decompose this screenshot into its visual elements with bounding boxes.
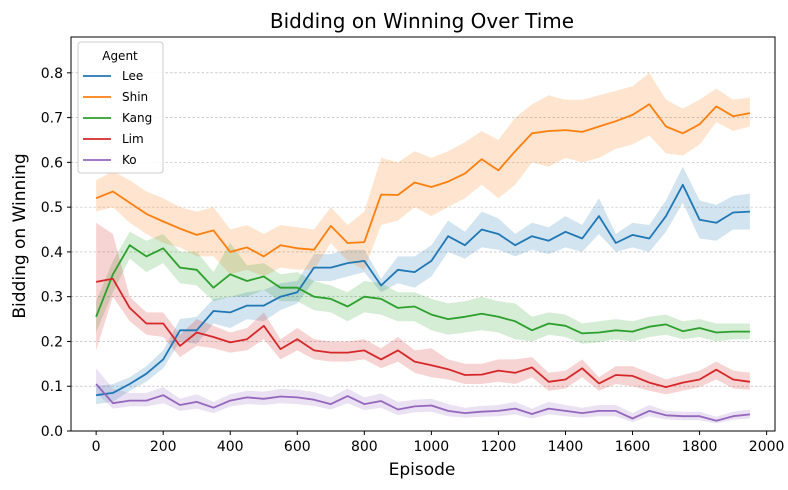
line-lim [95,277,751,389]
y-tick-label: 0.0 [41,424,63,440]
grid [71,72,775,387]
y-tick-label: 0.1 [41,379,63,395]
legend-label-lee: Lee [122,69,143,83]
x-tick-label: 400 [217,439,244,455]
legend-title: Agent [102,49,138,63]
series-lines [95,103,751,422]
y-tick-label: 0.7 [41,111,63,127]
line-lee [95,183,750,397]
confidence-bands [96,72,750,424]
line-kang [95,244,750,335]
legend-label-kang: Kang [122,111,152,125]
plot-frame [70,36,776,432]
x-tick-label: 1000 [414,439,450,455]
x-tick-label: 0 [92,439,101,455]
x-tick-label: 1400 [548,439,584,455]
x-tick-label: 1800 [682,439,718,455]
band-kang [96,231,750,344]
band-lim [96,222,750,395]
y-tick-label: 0.4 [41,245,63,261]
x-tick-label: 200 [150,439,177,455]
legend-items: Lee Shin Kang Lim Ko [83,69,152,167]
legend-label-lim: Lim [122,132,144,146]
y-tick-label: 0.2 [41,334,63,350]
x-tick-label: 1200 [481,439,517,455]
y-tick-label: 0.3 [41,290,63,306]
legend-label-shin: Shin [122,90,148,104]
band-shin [96,72,750,277]
axis-ticks: 0.0 0.1 0.2 0.3 0.4 0.5 0.6 0.7 0.8 0 200 400 600 800… [41,66,785,455]
x-tick-label: 2000 [749,439,785,455]
x-tick-label: 600 [284,439,311,455]
legend-box [77,41,164,174]
x-axis-title: Episode [389,460,456,480]
line-shin [95,103,751,258]
line-ko [95,383,750,422]
legend: Agent Lee Shin Kang Lim Ko [77,41,164,174]
band-ko [96,368,750,424]
y-tick-label: 0.6 [41,155,63,171]
x-tick-label: 800 [351,439,378,455]
band-lee [96,166,750,405]
y-axis-title: Bidding on Winning [10,153,30,318]
y-tick-label: 0.5 [41,200,63,216]
chart-title: Bidding on Winning Over Time [270,9,574,33]
x-tick-label: 1600 [615,439,651,455]
y-tick-label: 0.8 [41,66,63,82]
legend-label-ko: Ko [122,153,137,167]
